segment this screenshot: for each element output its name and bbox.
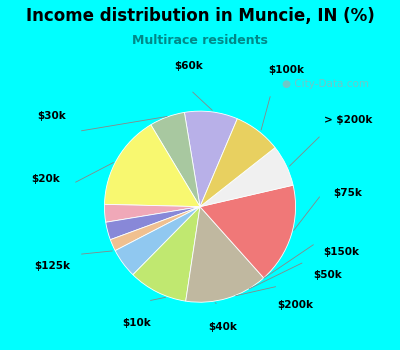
Wedge shape xyxy=(104,204,200,222)
Text: Income distribution in Muncie, IN (%): Income distribution in Muncie, IN (%) xyxy=(26,7,374,25)
Wedge shape xyxy=(200,148,293,206)
Wedge shape xyxy=(110,206,200,251)
Wedge shape xyxy=(200,119,275,206)
Wedge shape xyxy=(184,111,237,206)
Text: > $200k: > $200k xyxy=(324,115,372,125)
Text: $20k: $20k xyxy=(31,174,60,184)
Text: ● City-Data.com: ● City-Data.com xyxy=(282,79,369,89)
Text: $100k: $100k xyxy=(268,65,304,75)
Text: $60k: $60k xyxy=(174,61,203,71)
Text: $150k: $150k xyxy=(323,247,359,257)
Text: $10k: $10k xyxy=(122,318,151,328)
Wedge shape xyxy=(104,125,200,206)
Text: $125k: $125k xyxy=(34,261,70,271)
Wedge shape xyxy=(133,206,200,301)
Wedge shape xyxy=(115,206,200,275)
Text: $50k: $50k xyxy=(313,270,342,280)
Text: $75k: $75k xyxy=(334,188,362,198)
Wedge shape xyxy=(186,206,264,302)
Text: $30k: $30k xyxy=(38,111,66,121)
Wedge shape xyxy=(151,112,200,206)
Text: $40k: $40k xyxy=(208,322,237,332)
Wedge shape xyxy=(106,206,200,240)
Text: $200k: $200k xyxy=(278,300,314,309)
Wedge shape xyxy=(200,185,296,278)
Text: Multirace residents: Multirace residents xyxy=(132,34,268,47)
